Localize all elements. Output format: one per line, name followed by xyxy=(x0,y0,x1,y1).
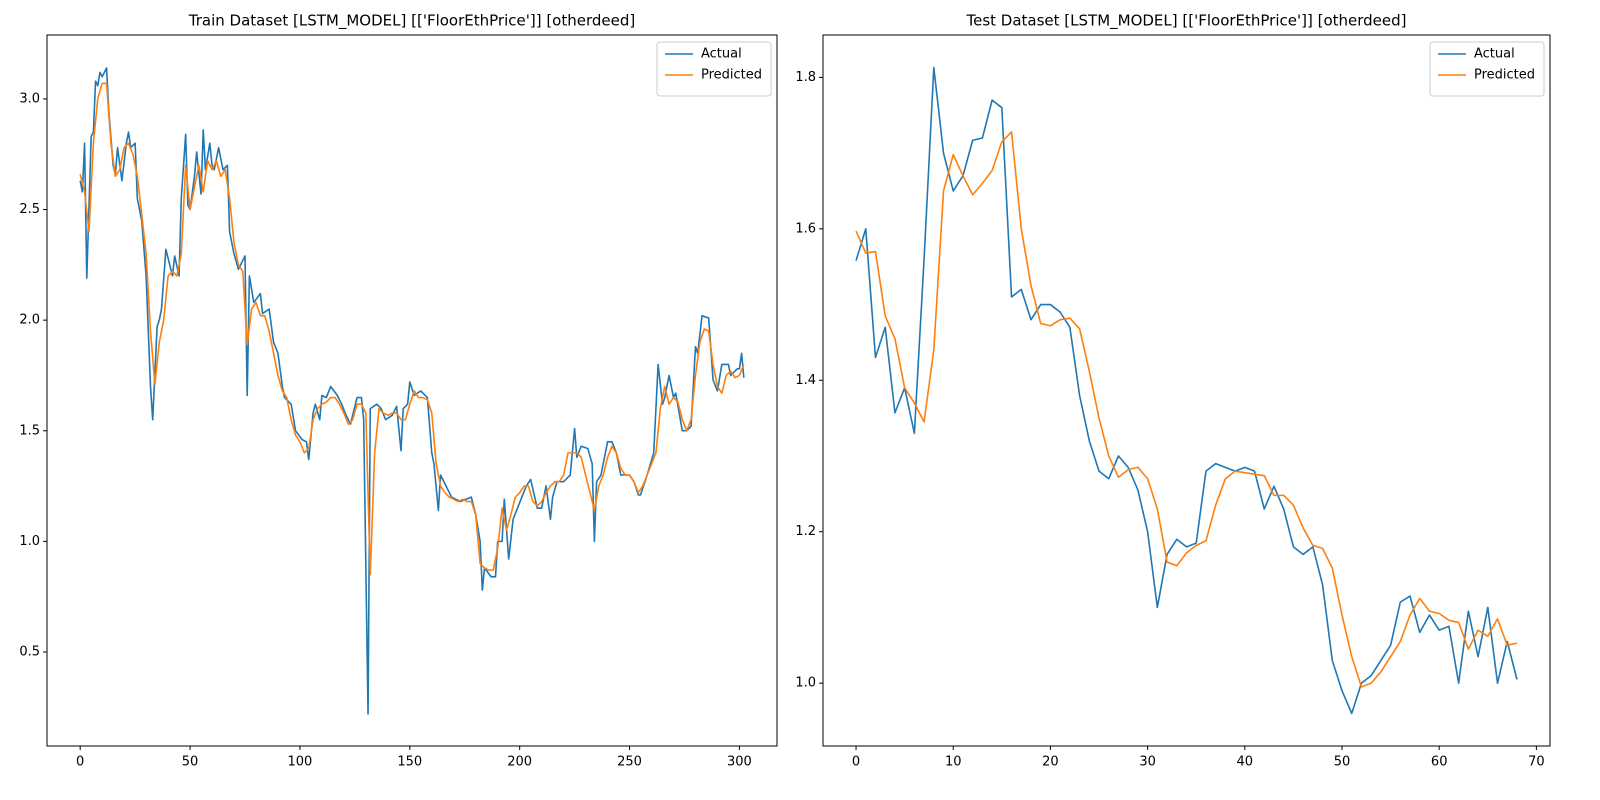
y-tick-label: 2.0 xyxy=(19,313,40,328)
y-tick-label: 0.5 xyxy=(19,644,40,659)
plot-frame xyxy=(822,34,1551,747)
x-tick-label: 40 xyxy=(1237,755,1254,770)
x-tick-label: 150 xyxy=(397,755,422,770)
y-tick-label: 2.5 xyxy=(19,202,40,217)
y-tick-label: 1.4 xyxy=(795,373,816,388)
legend-label: Actual xyxy=(1474,47,1515,62)
y-tick-label: 1.2 xyxy=(795,524,816,539)
y-tick-label: 1.8 xyxy=(795,70,816,85)
y-tick-label: 1.5 xyxy=(19,423,40,438)
x-tick-label: 50 xyxy=(182,755,199,770)
chart-title: Train Dataset [LSTM_MODEL] [['FloorEthPr… xyxy=(188,12,635,31)
y-tick-label: 1.0 xyxy=(19,534,40,549)
x-tick-label: 70 xyxy=(1528,755,1545,770)
y-tick-label: 3.0 xyxy=(19,91,40,106)
x-tick-label: 100 xyxy=(288,755,313,770)
x-tick-label: 250 xyxy=(617,755,642,770)
chart-title: Test Dataset [LSTM_MODEL] [['FloorEthPri… xyxy=(965,12,1406,31)
x-tick-label: 50 xyxy=(1334,755,1351,770)
series-line xyxy=(855,66,1518,715)
y-tick-label: 1.0 xyxy=(795,676,816,691)
legend-label: Predicted xyxy=(701,68,762,83)
plot-frame xyxy=(46,34,778,747)
x-tick-label: 0 xyxy=(76,755,84,770)
x-tick-label: 200 xyxy=(507,755,532,770)
y-tick-label: 1.6 xyxy=(795,221,816,236)
legend-box xyxy=(656,41,772,97)
legend-box xyxy=(1429,41,1545,97)
series-line xyxy=(79,82,745,576)
x-tick-label: 300 xyxy=(727,755,752,770)
x-tick-label: 10 xyxy=(945,755,962,770)
series-line xyxy=(855,131,1518,688)
series-line xyxy=(79,67,745,715)
legend-label: Actual xyxy=(701,47,742,62)
x-tick-label: 20 xyxy=(1042,755,1059,770)
legend-label: Predicted xyxy=(1474,68,1535,83)
x-tick-label: 0 xyxy=(852,755,860,770)
x-tick-label: 60 xyxy=(1431,755,1448,770)
x-tick-label: 30 xyxy=(1139,755,1156,770)
